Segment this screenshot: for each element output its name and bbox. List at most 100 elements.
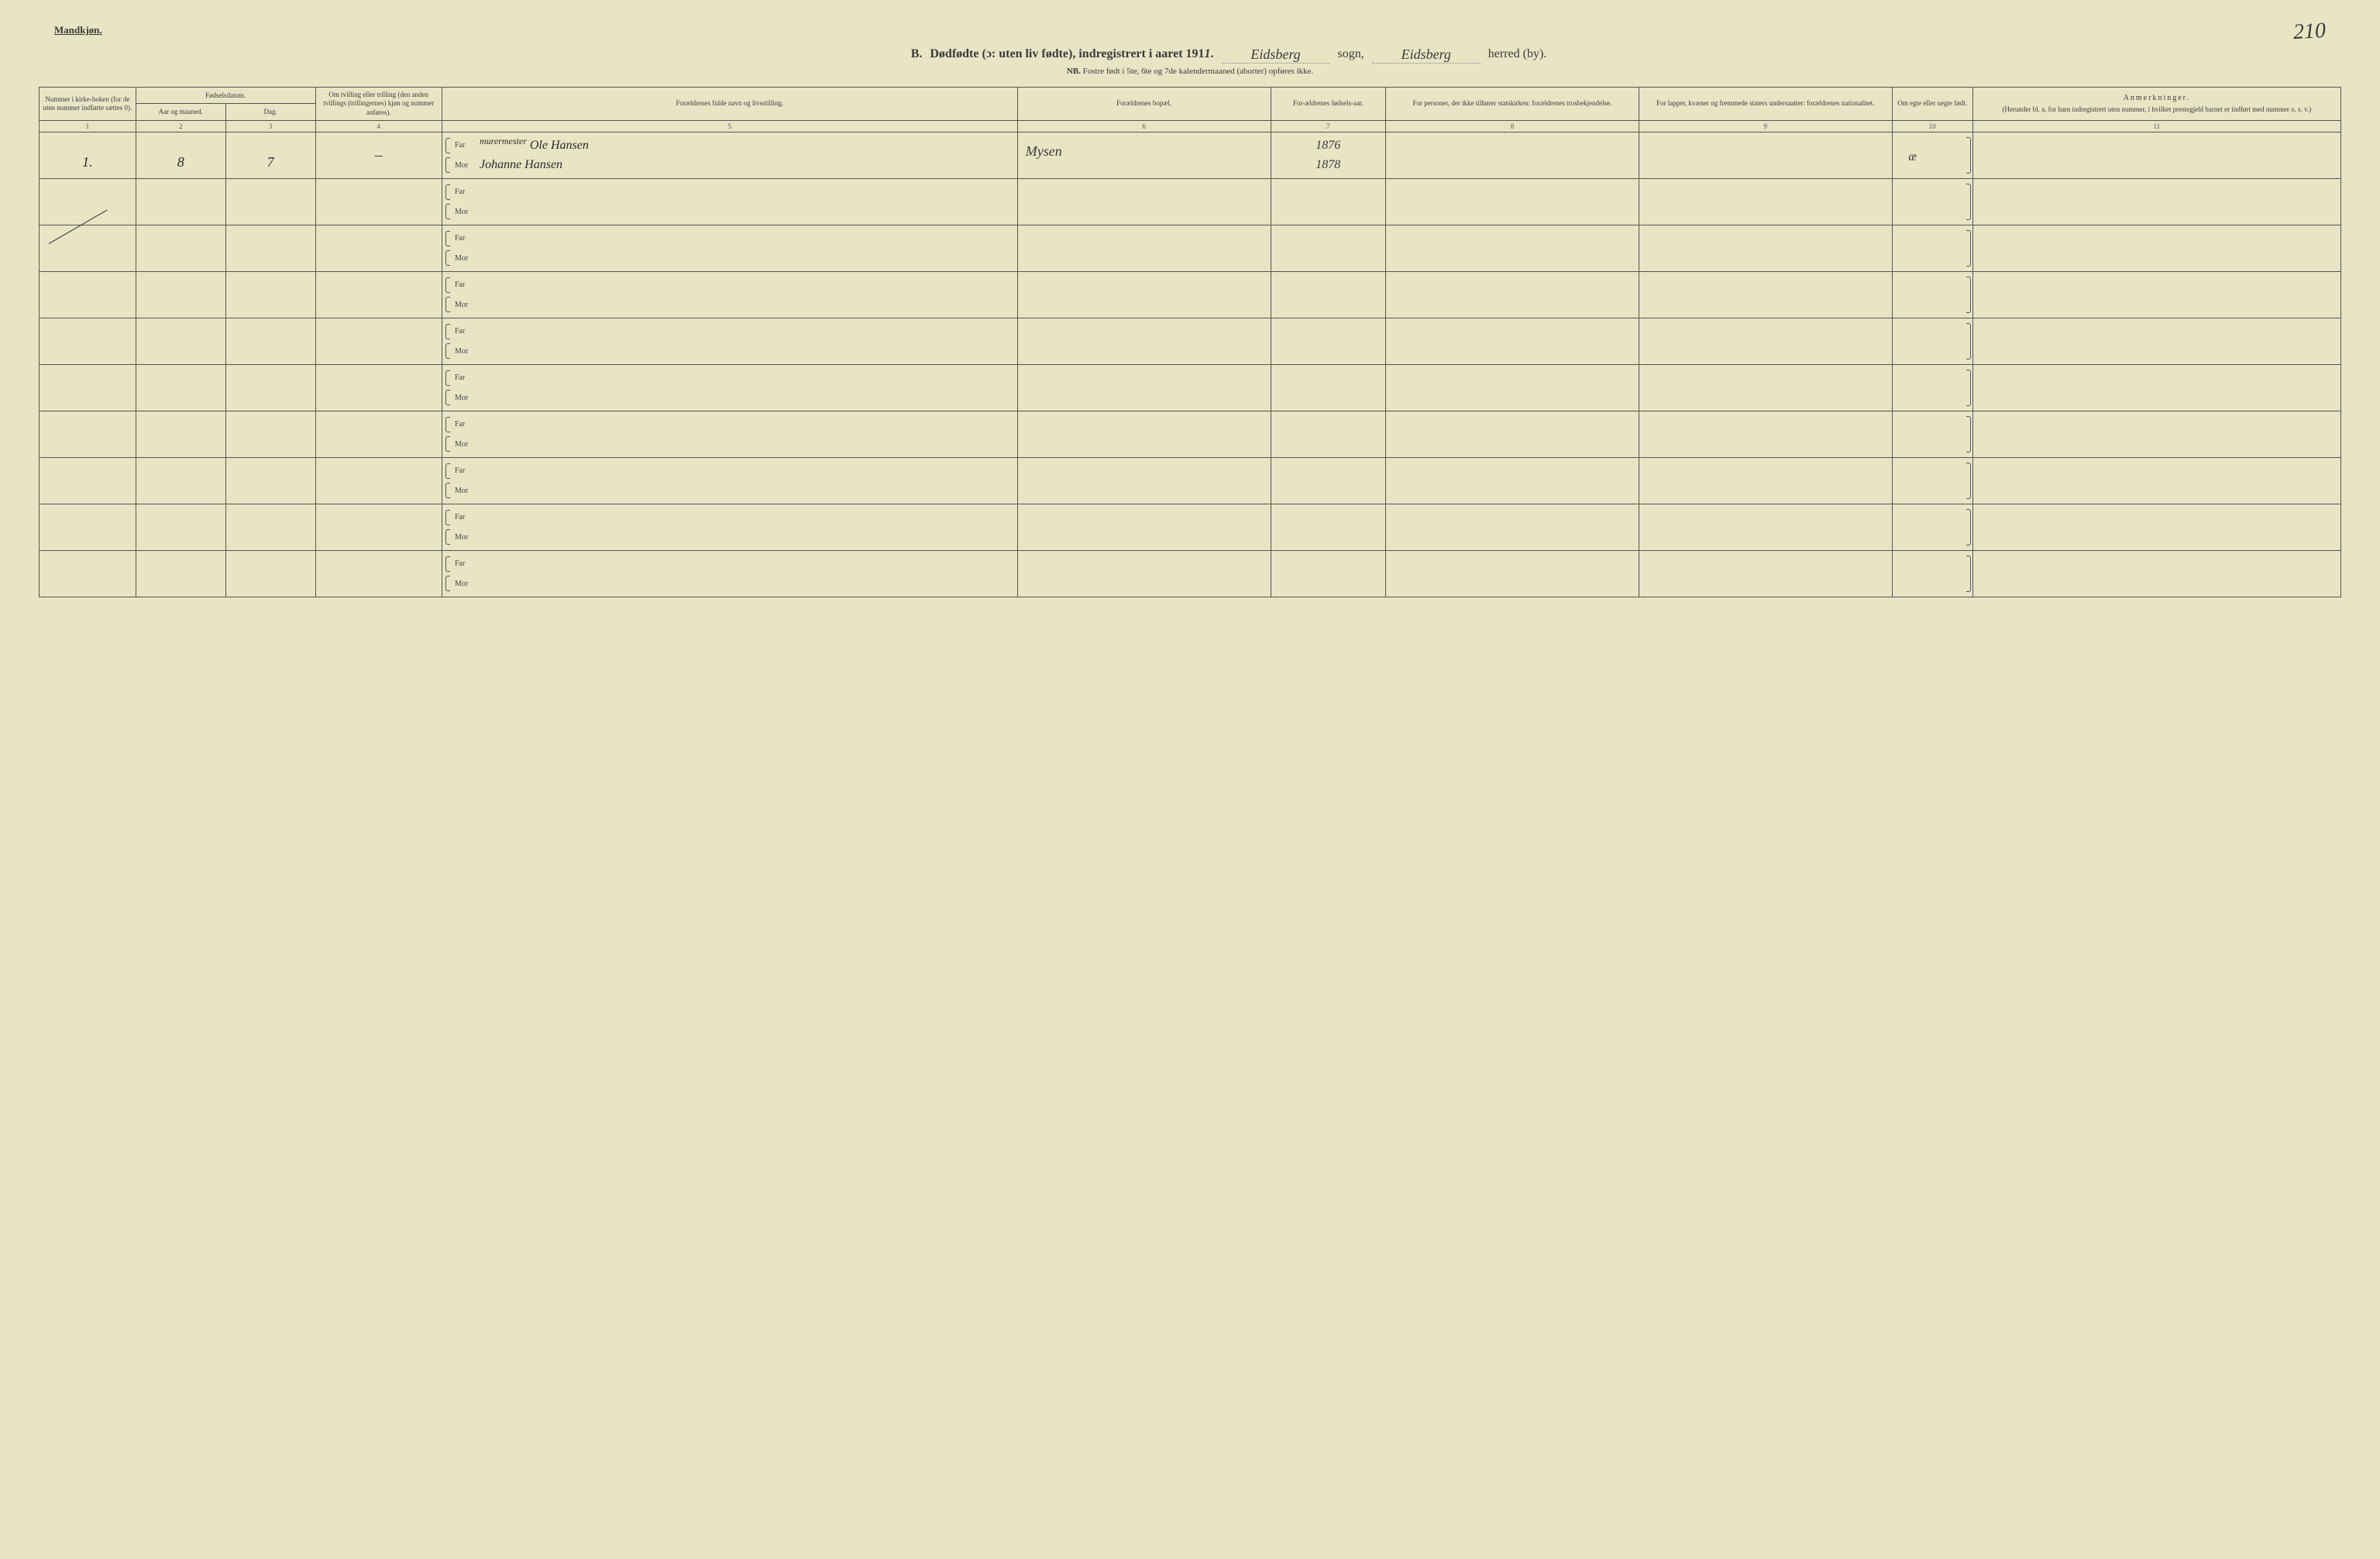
cell-tvilling (315, 318, 442, 364)
brace-icon (444, 183, 450, 201)
cell-fodselsaar (1271, 411, 1386, 457)
far-label: Far (455, 234, 475, 243)
table-row: FarMor (40, 178, 2341, 225)
cell-num (40, 411, 136, 457)
cell-foraeldre-navn: Far Mor (442, 457, 1017, 504)
col-header-1: Nummer i kirke-boken (for de uten nummer… (40, 88, 136, 121)
cell-nat (1639, 318, 1892, 364)
mor-year: 1878 (1316, 158, 1340, 172)
title-main: Dødfødte (ɔ: uten liv fødte), indregistr… (930, 47, 1204, 60)
far-label: Far (455, 559, 475, 568)
cell-num (40, 504, 136, 550)
cell-foraeldre-navn: FarMor (442, 318, 1017, 364)
cell-tros (1386, 132, 1639, 178)
far-name-value: murermester Ole Hansen (480, 139, 589, 153)
cell-anm (1972, 271, 2340, 318)
title-prefix: B. (911, 47, 923, 61)
far-label: Far (455, 327, 475, 336)
colnum-2: 2 (136, 120, 225, 132)
cell-bopael (1017, 271, 1271, 318)
cell-tvilling: – (315, 132, 442, 178)
cell-nat (1639, 132, 1892, 178)
far-label: Far (455, 466, 475, 475)
table-row: FarMor (40, 225, 2341, 271)
register-table: Nummer i kirke-boken (for de uten nummer… (39, 87, 2341, 597)
cell-fodselsaar (1271, 225, 1386, 271)
table-body: 1.87–Farmurermester Ole HansenMorJohanne… (40, 132, 2341, 597)
cell-nat (1639, 271, 1892, 318)
brace-icon (444, 276, 450, 294)
title-period: . (1211, 47, 1214, 60)
cell-foraeldre-navn: Farmurermester Ole HansenMorJohanne Hans… (442, 132, 1017, 178)
cell-anm (1972, 178, 2340, 225)
cell-tvilling (315, 225, 442, 271)
cell-nat (1639, 225, 1892, 271)
cell-tvilling (315, 178, 442, 225)
cell-dag (225, 411, 315, 457)
cell-tros (1386, 411, 1639, 457)
cell-foraeldre-navn: FarMor (442, 271, 1017, 318)
far-label: Far (455, 513, 475, 521)
cell-tros (1386, 550, 1639, 597)
cell-bopael (1017, 225, 1271, 271)
cell-bopael (1017, 550, 1271, 597)
brace-icon (444, 574, 450, 593)
table-row: FarMor (40, 318, 2341, 364)
brace-icon (444, 342, 450, 360)
cell-dag (225, 225, 315, 271)
cell-num (40, 550, 136, 597)
cell-fodselsaar (1271, 178, 1386, 225)
cell-anm (1972, 550, 2340, 597)
cell-anm (1972, 132, 2340, 178)
col-header-11: Anmerkninger. (Herunder bl. a. for barn … (1972, 88, 2340, 121)
cell-foraeldre-navn: FarMor (442, 225, 1017, 271)
mor-label: Mor (455, 487, 475, 495)
col11-title: Anmerkninger. (1976, 94, 2338, 104)
cell-egte (1892, 225, 1972, 271)
colnum-8: 8 (1386, 120, 1639, 132)
cell-fodselsaar (1271, 457, 1386, 504)
brace-icon (444, 388, 450, 407)
colnum-9: 9 (1639, 120, 1892, 132)
cell-tros (1386, 178, 1639, 225)
subtitle-rest: Fostre født i 5te, 6te og 7de kalenderma… (1083, 67, 1314, 76)
cell-dag (225, 178, 315, 225)
cell-num (40, 457, 136, 504)
cell-dag (225, 364, 315, 411)
far-label: Far (455, 280, 475, 289)
far-label: Far (455, 141, 475, 150)
cell-tros (1386, 364, 1639, 411)
colnum-5: 5 (442, 120, 1017, 132)
brace-icon (444, 415, 450, 434)
cell-anm (1972, 457, 2340, 504)
colnum-6: 6 (1017, 120, 1271, 132)
sogn-field: Eidsberg (1222, 46, 1330, 64)
cell-tvilling (315, 364, 442, 411)
cell-num (40, 318, 136, 364)
egte-value: æ (1908, 150, 1917, 164)
register-page: Mandkjøn. 210 B. Dødfødte (ɔ: uten liv f… (39, 23, 2341, 597)
cell-dag (225, 504, 315, 550)
brace-icon (444, 481, 450, 500)
col-header-2-group: Fødselsdatum. (136, 88, 315, 104)
cell-bopael (1017, 364, 1271, 411)
cell-tvilling (315, 411, 442, 457)
cell-egte (1892, 271, 1972, 318)
cell-nat (1639, 411, 1892, 457)
sogn-label: sogn, (1338, 47, 1364, 61)
brace-icon (444, 555, 450, 573)
cell-aar-mnd: 8 (136, 132, 225, 178)
cell-anm (1972, 225, 2340, 271)
cell-num: 1. (40, 132, 136, 178)
brace-icon (444, 462, 450, 480)
col-header-4: Om tvilling eller trilling (den anden tv… (315, 88, 442, 121)
year-suffix-hand: 1 (1205, 47, 1211, 60)
far-label: Far (455, 373, 475, 382)
mor-label: Mor (455, 161, 475, 170)
cell-bopael (1017, 178, 1271, 225)
col-header-2: Aar og maaned. (136, 104, 225, 120)
cell-egte (1892, 178, 1972, 225)
cell-anm (1972, 364, 2340, 411)
colnum-4: 4 (315, 120, 442, 132)
cell-aar-mnd (136, 411, 225, 457)
